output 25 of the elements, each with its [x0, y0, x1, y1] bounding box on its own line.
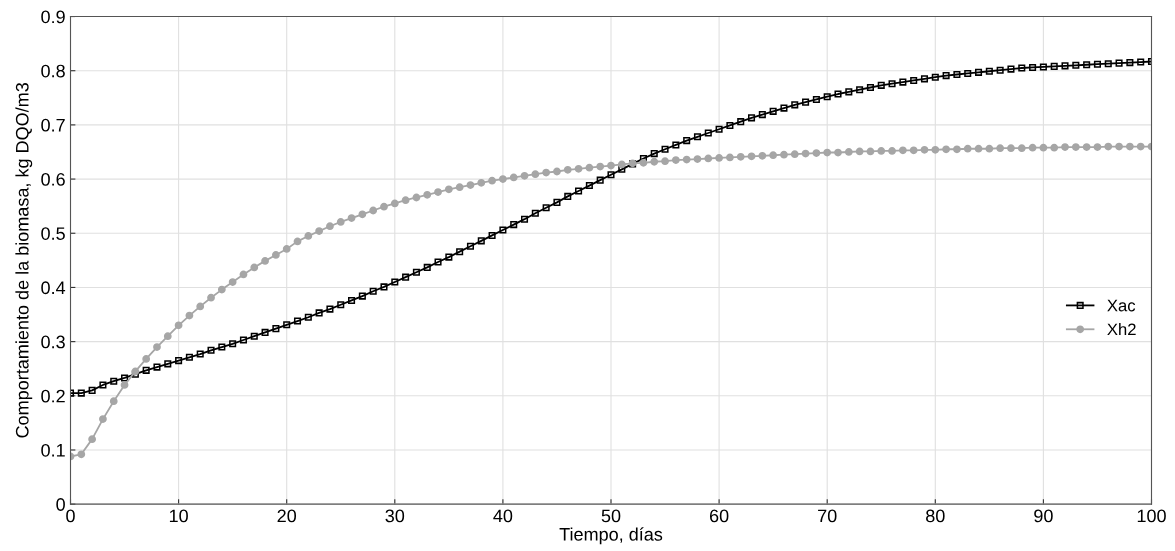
y-tick-label: 0.6 — [41, 173, 65, 186]
y-tick-label: 0.5 — [41, 227, 65, 240]
x-tick-label: 90 — [1034, 509, 1053, 523]
x-tick-label: 30 — [385, 509, 405, 523]
x-tick-label: 40 — [493, 509, 513, 523]
y-tick-label: 0.8 — [41, 64, 65, 78]
x-tick-label: 10 — [169, 509, 188, 523]
y-tick-label: 0 — [56, 498, 65, 511]
x-tick-label: 100 — [1137, 509, 1166, 523]
y-tick-label: 0.3 — [41, 335, 65, 349]
y-axis-title: Comportamiento de la biomasa, kg DQO/m3 — [15, 83, 33, 438]
legend-label: Xh2 — [1107, 323, 1136, 336]
y-tick-label: 0.2 — [41, 389, 65, 403]
x-tick-label: 50 — [601, 509, 621, 523]
y-tick-label: 0.9 — [41, 10, 65, 24]
y-tick-label: 0.4 — [41, 281, 66, 295]
x-tick-label: 80 — [926, 509, 945, 523]
y-tick-label: 0.1 — [41, 443, 65, 457]
legend-label: Xac — [1107, 299, 1136, 312]
x-axis-title: Tiempo, días — [559, 527, 663, 545]
y-tick-label: 0.7 — [41, 118, 65, 132]
x-tick-label: 60 — [709, 509, 729, 523]
x-tick-label: 20 — [277, 509, 297, 523]
x-tick-label: 0 — [66, 509, 75, 523]
x-tick-label: 70 — [818, 509, 837, 523]
